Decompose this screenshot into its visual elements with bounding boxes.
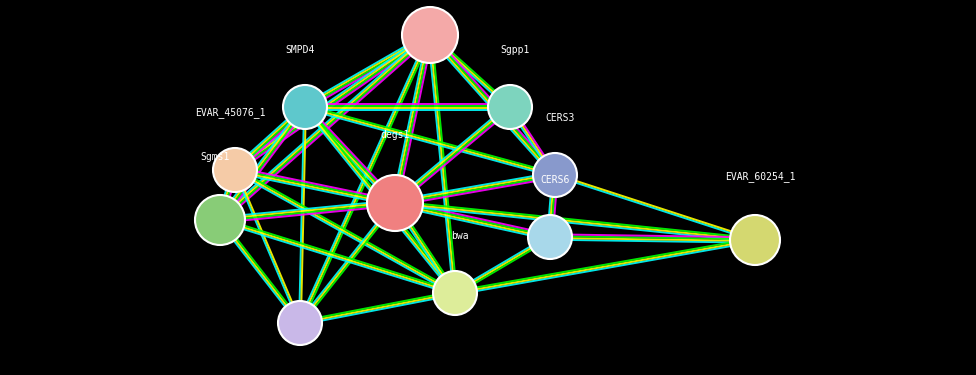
Circle shape — [488, 85, 532, 129]
Circle shape — [195, 195, 245, 245]
Text: Sgpp1: Sgpp1 — [501, 45, 530, 55]
Circle shape — [213, 148, 257, 192]
Circle shape — [533, 153, 577, 197]
Text: bwa: bwa — [451, 231, 468, 241]
Text: CERS6: CERS6 — [541, 175, 570, 185]
Text: Sgms1: Sgms1 — [200, 152, 229, 162]
Circle shape — [367, 175, 423, 231]
Circle shape — [528, 215, 572, 259]
Circle shape — [283, 85, 327, 129]
Circle shape — [278, 301, 322, 345]
Text: SMPD4: SMPD4 — [285, 45, 314, 55]
Circle shape — [402, 7, 458, 63]
Circle shape — [730, 215, 780, 265]
Text: degs1: degs1 — [381, 130, 410, 140]
Text: EVAR_45076_1: EVAR_45076_1 — [195, 107, 265, 118]
Circle shape — [433, 271, 477, 315]
Text: CERS3: CERS3 — [546, 113, 575, 123]
Text: EVAR_60254_1: EVAR_60254_1 — [725, 171, 795, 182]
